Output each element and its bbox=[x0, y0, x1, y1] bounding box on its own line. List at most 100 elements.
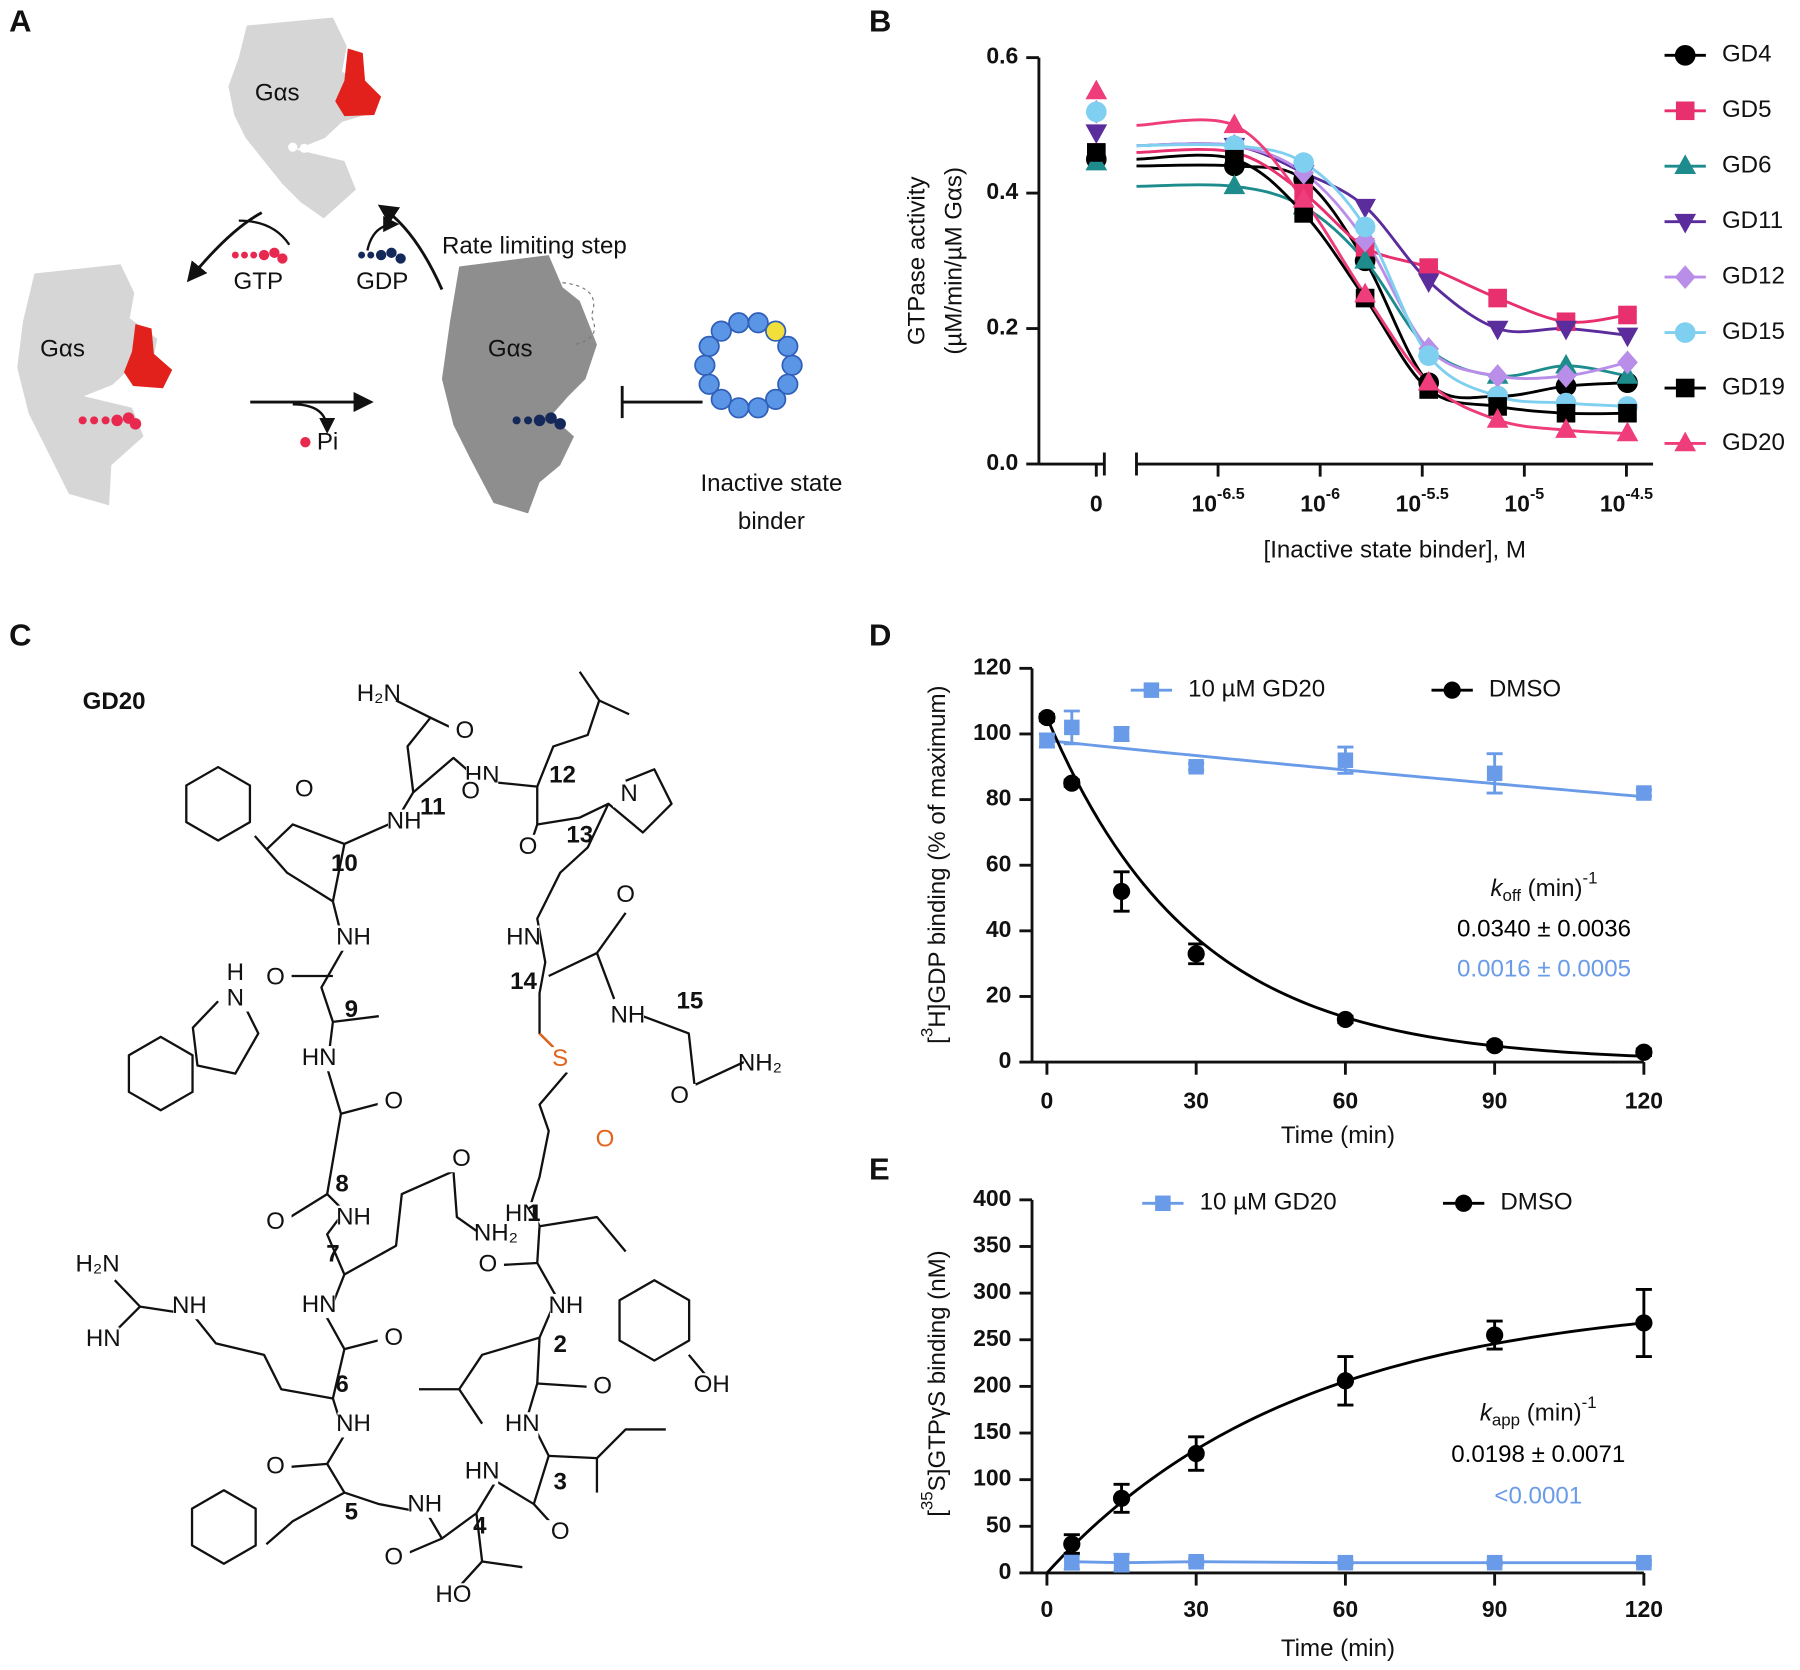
atom-label: H₂N bbox=[357, 680, 401, 707]
label-backdrop bbox=[362, 682, 395, 708]
residue-number: 11 bbox=[420, 794, 445, 821]
atom-label: O bbox=[384, 1324, 403, 1351]
bond bbox=[191, 998, 260, 1075]
data-point bbox=[1113, 726, 1130, 742]
atom-label: H₂N bbox=[75, 1251, 119, 1278]
text-part: app bbox=[1492, 1411, 1520, 1430]
legend-label: GD11 bbox=[1722, 207, 1783, 234]
label-backdrop bbox=[466, 1459, 499, 1485]
data-point bbox=[1555, 320, 1577, 341]
x-tick-label: 0 bbox=[1090, 490, 1103, 516]
data-point bbox=[1635, 1043, 1653, 1061]
protein-shape bbox=[17, 264, 158, 506]
atom-label: HO bbox=[435, 1581, 471, 1608]
legend-marker bbox=[1675, 378, 1695, 398]
data-point bbox=[1039, 732, 1055, 749]
residue-number: 12 bbox=[549, 762, 576, 789]
atom-label: NH bbox=[387, 808, 422, 835]
protein-label: Gαs bbox=[40, 336, 85, 363]
legend-marker bbox=[1674, 322, 1696, 343]
atom-label: N bbox=[620, 780, 637, 807]
legend-marker bbox=[1674, 45, 1696, 66]
data-point bbox=[1418, 345, 1440, 366]
label-backdrop bbox=[445, 1147, 478, 1173]
text-part: (min) bbox=[1521, 875, 1583, 902]
data-point bbox=[1417, 273, 1440, 294]
text-part: 35 bbox=[918, 1491, 937, 1510]
data-point bbox=[1618, 403, 1637, 423]
panel-label: B bbox=[869, 3, 891, 38]
legend-marker bbox=[1674, 213, 1697, 234]
y-tick-label: 0 bbox=[999, 1047, 1012, 1073]
atom-label: O bbox=[519, 833, 538, 860]
data-point bbox=[1085, 79, 1108, 100]
data-point bbox=[1486, 408, 1509, 428]
text-part: off bbox=[1503, 886, 1522, 905]
data-point bbox=[1616, 421, 1639, 442]
data-point bbox=[1112, 1489, 1131, 1507]
bond bbox=[642, 1015, 745, 1087]
x-tick-label: 10-5.5 bbox=[1396, 485, 1449, 516]
data-point bbox=[1354, 216, 1376, 238]
data-point bbox=[1616, 327, 1639, 348]
label-backdrop bbox=[437, 1583, 470, 1609]
atom-label: NH bbox=[336, 1410, 371, 1437]
text-part: -4.5 bbox=[1625, 485, 1653, 503]
label-backdrop bbox=[544, 1520, 577, 1546]
atom-label: NH bbox=[336, 923, 371, 950]
label-backdrop bbox=[288, 777, 321, 803]
atom-label: O bbox=[384, 1088, 403, 1115]
residue-number: 15 bbox=[677, 988, 704, 1015]
panel-label: A bbox=[9, 3, 31, 38]
label-backdrop bbox=[219, 961, 252, 987]
bond bbox=[536, 699, 630, 788]
atom-label: O bbox=[461, 778, 480, 805]
arrow bbox=[238, 219, 291, 246]
label-backdrop bbox=[388, 809, 421, 835]
bond bbox=[548, 1428, 666, 1460]
x-tick-label: 90 bbox=[1482, 1596, 1508, 1622]
label-backdrop bbox=[377, 1545, 410, 1571]
legend-marker bbox=[1674, 431, 1697, 452]
atom-label: O bbox=[479, 1251, 498, 1278]
bond bbox=[595, 952, 616, 1000]
text-part: -6 bbox=[1326, 485, 1340, 503]
ring-bond bbox=[618, 1279, 691, 1362]
legend-label: GD15 bbox=[1722, 318, 1785, 345]
panel-label: C bbox=[9, 618, 31, 653]
legend-label: GD20 bbox=[1722, 429, 1785, 456]
protein-label: Gαs bbox=[488, 336, 533, 363]
label-backdrop bbox=[303, 1046, 336, 1072]
y-tick-label: 0.4 bbox=[986, 178, 1018, 204]
bond bbox=[419, 1336, 540, 1391]
ring-unit bbox=[710, 388, 732, 411]
label-backdrop bbox=[219, 986, 252, 1012]
atom-label: HN bbox=[505, 1410, 540, 1437]
bond bbox=[539, 1215, 627, 1253]
atom-label: HN bbox=[302, 1291, 337, 1318]
label-backdrop bbox=[471, 1252, 504, 1278]
protein-shape bbox=[441, 255, 597, 514]
y-tick-label: 60 bbox=[986, 850, 1012, 876]
x-tick-label: 30 bbox=[1183, 1596, 1209, 1622]
label-backdrop bbox=[81, 1252, 114, 1278]
text-part: 10 bbox=[1191, 490, 1217, 516]
bond bbox=[340, 1101, 385, 1115]
y-axis-title: (µM/min/µM Gαs) bbox=[940, 167, 967, 355]
residue-number: 8 bbox=[335, 1170, 348, 1197]
text-part: -6.5 bbox=[1217, 485, 1245, 503]
switch-region bbox=[335, 48, 382, 117]
data-point bbox=[1635, 1314, 1653, 1332]
y-tick-label: 20 bbox=[986, 982, 1012, 1008]
data-point bbox=[1354, 248, 1376, 269]
ring-unit bbox=[747, 397, 769, 419]
step-label: Rate limiting step bbox=[442, 232, 627, 259]
data-point bbox=[1087, 143, 1106, 162]
label-backdrop bbox=[408, 1492, 441, 1518]
legend-marker bbox=[1455, 1194, 1473, 1212]
gdp-icon bbox=[358, 247, 406, 264]
ring-unit bbox=[698, 335, 720, 357]
ring-unit bbox=[728, 397, 750, 419]
gtp-label: GTP bbox=[234, 268, 284, 295]
arrow bbox=[366, 216, 400, 251]
